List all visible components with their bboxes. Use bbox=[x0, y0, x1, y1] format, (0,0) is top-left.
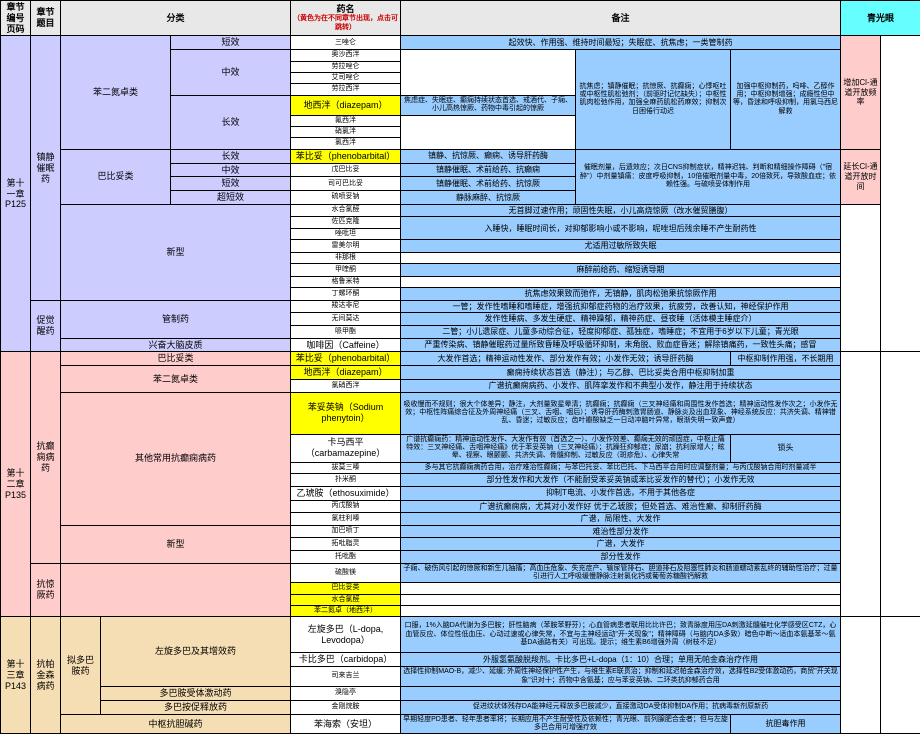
ch11-cat1: 苯二氮卓类 bbox=[61, 36, 171, 149]
col-page: 章节编号页码 bbox=[1, 1, 31, 36]
col-notes: 备注 bbox=[401, 1, 841, 36]
col-title: 章节题目 bbox=[31, 1, 61, 36]
ch11-page: 第十一章 P125 bbox=[1, 36, 31, 352]
col-glaucoma: 青光眼 bbox=[841, 1, 920, 36]
side1: 增加Cl-通道开放频率 bbox=[841, 36, 881, 149]
col-class: 分类 bbox=[61, 1, 291, 36]
drug-table: 章节编号页码 章节题目 分类 药名（黄色为在不同章节出现，点击可跳转） 备注 青… bbox=[0, 0, 920, 734]
col-drug: 药名（黄色为在不同章节出现，点击可跳转） bbox=[291, 1, 401, 36]
note: 起效快、作用强、维持时间最短；失眠症、抗焦虑；一类管制药 bbox=[401, 36, 841, 50]
ch11-sec1: 镇静催眠药 bbox=[31, 36, 61, 300]
